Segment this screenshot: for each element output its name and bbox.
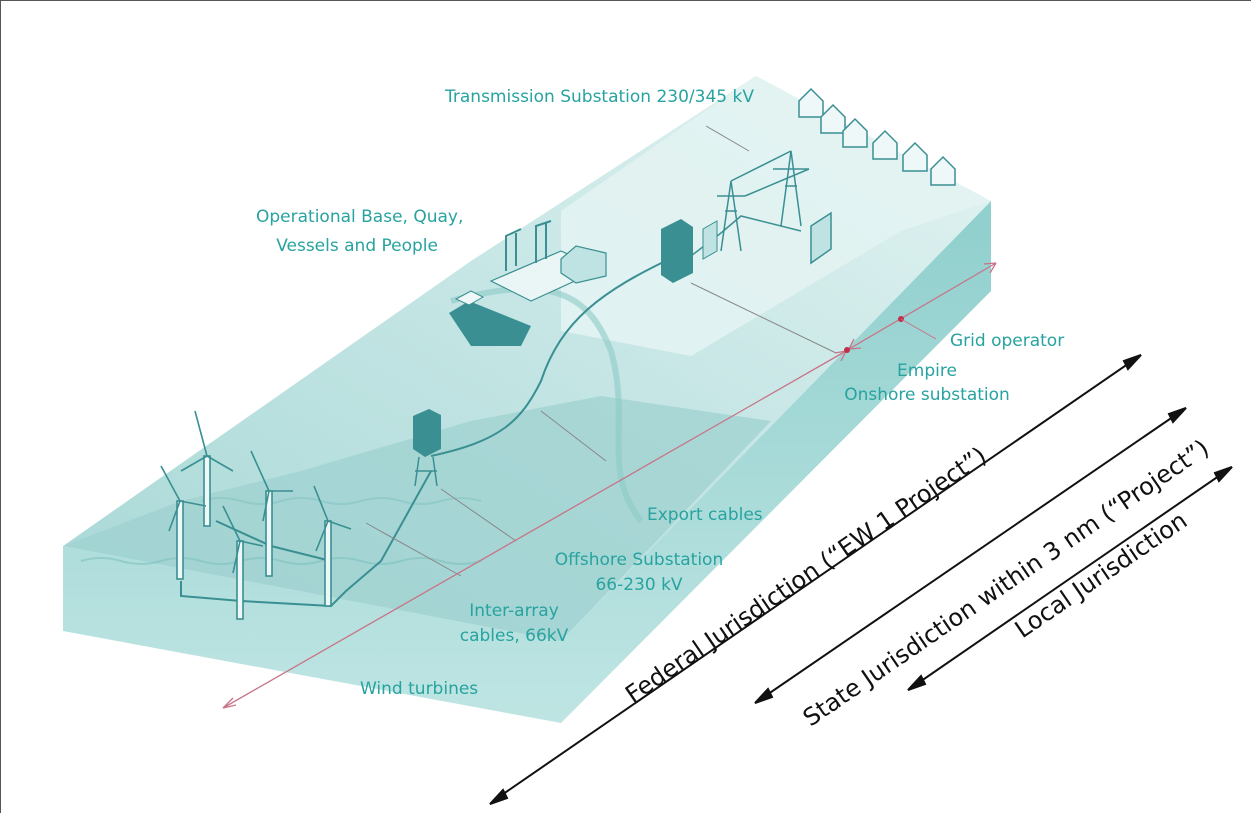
transmission-substation [810, 211, 832, 265]
offshore-substation [413, 409, 441, 487]
pink-arrows [222, 262, 997, 709]
onshore-substation [661, 219, 693, 283]
leader-lines [365, 125, 837, 577]
pink-marker [844, 347, 850, 353]
vessel-bridge [454, 290, 485, 306]
vessel [449, 301, 531, 346]
label-offshore-substation-line2: 66-230 kV [595, 575, 683, 595]
pink-tick [900, 318, 937, 340]
export-cable [430, 255, 677, 457]
wind-turbines [160, 410, 352, 620]
warehouse [560, 245, 607, 284]
label-operational-base-line1: Operational Base, Quay, [256, 207, 464, 227]
slab-front-face [63, 201, 991, 723]
wave-line [200, 497, 482, 505]
wave-line [80, 557, 482, 565]
label-grid-operator: Grid operator [950, 331, 1065, 351]
cranes [505, 220, 552, 271]
label-offshore-substation-line1: Offshore Substation [554, 550, 724, 570]
label-wind-turbines: Wind turbines [360, 679, 479, 699]
label-operational-base-line2: Vessels and People [276, 236, 438, 256]
onshore-substation-side [702, 220, 718, 260]
pylons [717, 150, 810, 252]
label-empire-line1: Empire [897, 361, 957, 381]
jurisdiction-arrows [489, 354, 1233, 805]
houses [798, 87, 956, 186]
label-empire-line2: Onshore substation [844, 385, 1010, 405]
label-inter-array-line2: cables, 66kV [459, 626, 569, 646]
label-export-cables: Export cables [647, 505, 763, 525]
label-inter-array-line1: Inter-array [469, 601, 559, 621]
label-transmission-substation: Transmission Substation 230/345 kV [445, 87, 754, 107]
